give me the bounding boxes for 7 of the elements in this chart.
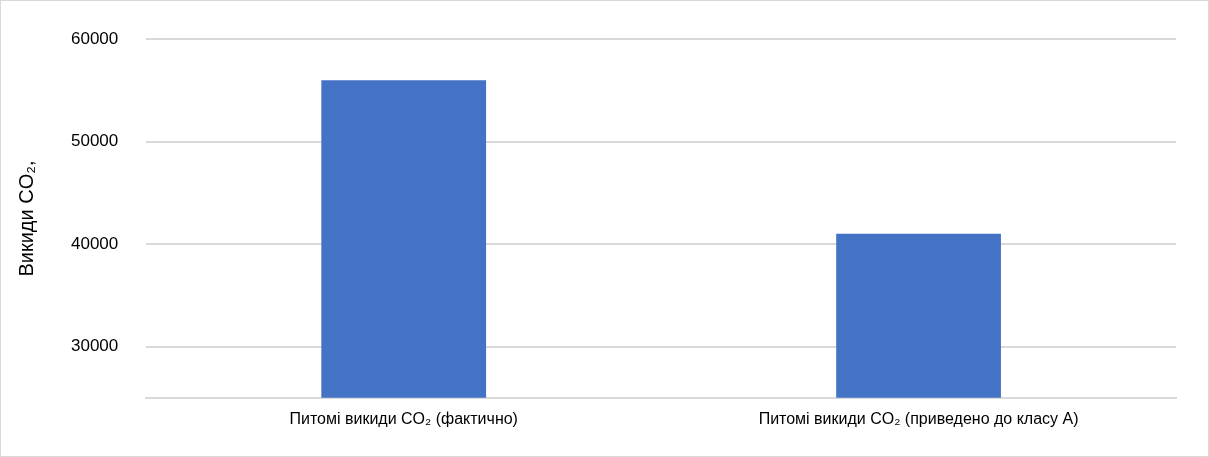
y-tick-label: 40000	[70, 233, 119, 253]
y-tick-label: 50000	[70, 131, 119, 151]
x-tick-label: Питомі викиди CO₂ (фактично)	[289, 409, 518, 427]
x-tick-label: Питомі викиди CO₂ (приведено до класу A)	[758, 409, 1079, 427]
y-axis-title: Викиди CO₂,	[14, 160, 37, 277]
y-tick-label: 30000	[70, 336, 119, 356]
y-tick-label: 60000	[70, 28, 119, 48]
